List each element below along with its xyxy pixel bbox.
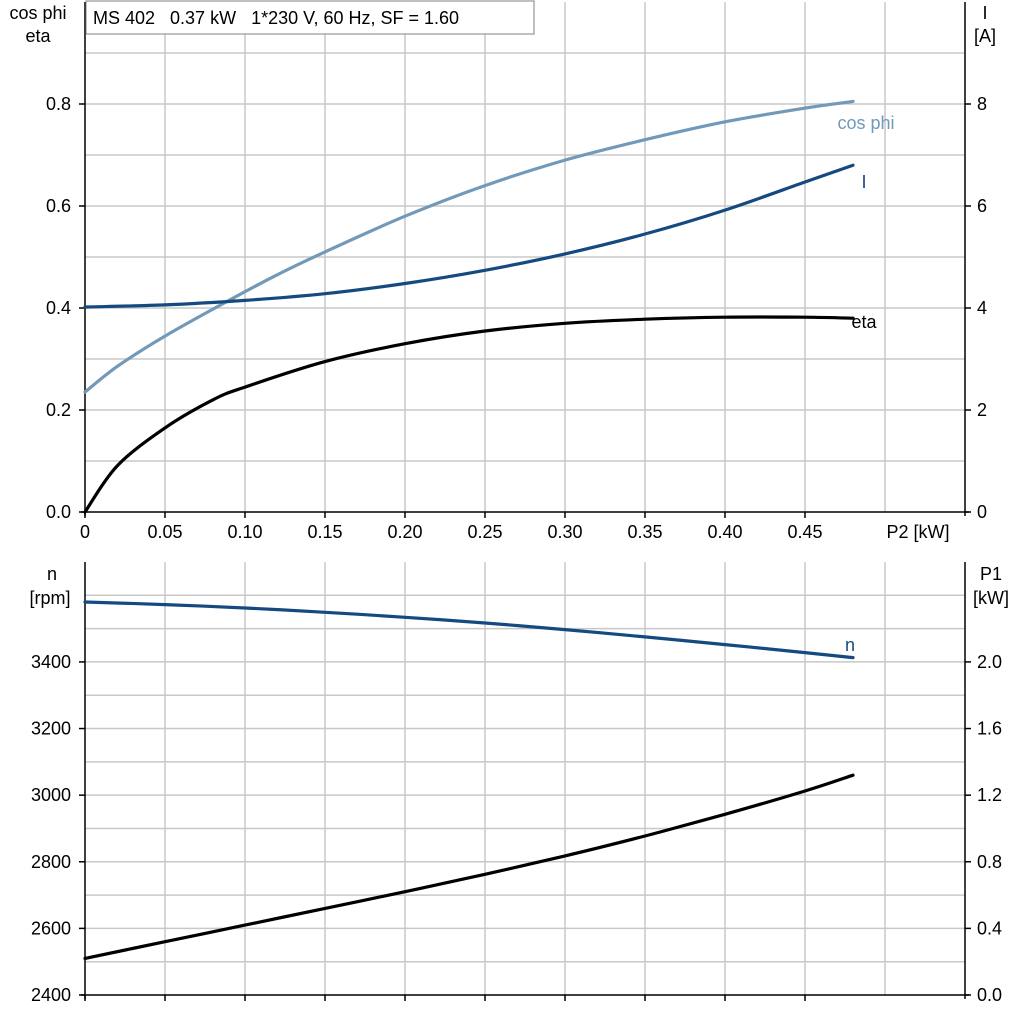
left-tick-label: 0.8 <box>46 94 71 114</box>
left-tick-label: 3400 <box>31 652 71 672</box>
left-tick-label: 3000 <box>31 785 71 805</box>
left-tick-label: 2400 <box>31 985 71 1005</box>
x-tick-label: 0.45 <box>787 522 822 542</box>
right-axis-title-p1: P1 <box>980 564 1002 584</box>
left-axis-title-speed: n <box>47 564 57 584</box>
right-tick-label: 6 <box>977 196 987 216</box>
x-tick-label: 0.15 <box>307 522 342 542</box>
x-tick-label: 0.10 <box>227 522 262 542</box>
series-line-p1 <box>83 773 855 960</box>
right-tick-label: 0.8 <box>977 852 1002 872</box>
right-tick-label: 0.4 <box>977 918 1002 938</box>
right-axis-title-current: I <box>982 3 987 23</box>
x-tick-label: 0.30 <box>547 522 582 542</box>
series-line-cos-phi <box>83 99 855 394</box>
series-label-current: I <box>861 172 866 192</box>
left-tick-label: 0.4 <box>46 298 71 318</box>
chart-title-box: MS 402 0.37 kW 1*230 V, 60 Hz, SF = 1.60 <box>85 0 535 35</box>
right-tick-label: 1.6 <box>977 719 1002 739</box>
x-tick-label: 0 <box>80 522 90 542</box>
left-axis-title-cosphi: cos phi <box>9 3 66 23</box>
left-axis-unit-speed: [rpm] <box>29 588 70 608</box>
series-line-i <box>83 163 855 309</box>
x-axis-title: P2 [kW] <box>886 522 949 542</box>
left-tick-label: 2600 <box>31 918 71 938</box>
chart-title: MS 402 0.37 kW 1*230 V, 60 Hz, SF = 1.60 <box>93 8 459 28</box>
left-axis-title-eta: eta <box>25 26 51 46</box>
series-label-cosphi: cos phi <box>837 113 894 133</box>
series-line-eta <box>83 315 855 514</box>
right-tick-label: 2 <box>977 400 987 420</box>
right-tick-label: 0.0 <box>977 985 1002 1005</box>
x-tick-label: 0.25 <box>467 522 502 542</box>
bottom-panel: 2400 2600 2800 3000 3200 3400 0.0 0.4 0.8 1.2 1.6 2… <box>31 562 1002 1005</box>
left-tick-label: 2800 <box>31 852 71 872</box>
x-tick-label: 0.05 <box>147 522 182 542</box>
x-tick-label: 0.35 <box>627 522 662 542</box>
x-tick-label: 0.20 <box>387 522 422 542</box>
right-axis-unit-current: [A] <box>974 26 996 46</box>
right-axis-unit-p1: [kW] <box>973 588 1009 608</box>
right-tick-label: 4 <box>977 298 987 318</box>
right-tick-label: 2.0 <box>977 652 1002 672</box>
series-label-speed: n <box>845 635 855 655</box>
plot-area <box>85 562 965 995</box>
right-tick-label: 8 <box>977 94 987 114</box>
top-panel: 0.0 0.2 0.4 0.6 0.8 0 2 4 6 8 0 0.05 0.10 0.15 0.20 0.2… <box>46 2 987 542</box>
left-tick-label: 0.0 <box>46 502 71 522</box>
x-tick-label: 0.40 <box>707 522 742 542</box>
left-tick-label: 0.2 <box>46 400 71 420</box>
series-line-n <box>83 600 855 660</box>
left-tick-label: 3200 <box>31 719 71 739</box>
series-label-eta: eta <box>851 312 877 332</box>
right-tick-label: 0 <box>977 502 987 522</box>
right-tick-label: 1.2 <box>977 785 1002 805</box>
left-tick-label: 0.6 <box>46 196 71 216</box>
